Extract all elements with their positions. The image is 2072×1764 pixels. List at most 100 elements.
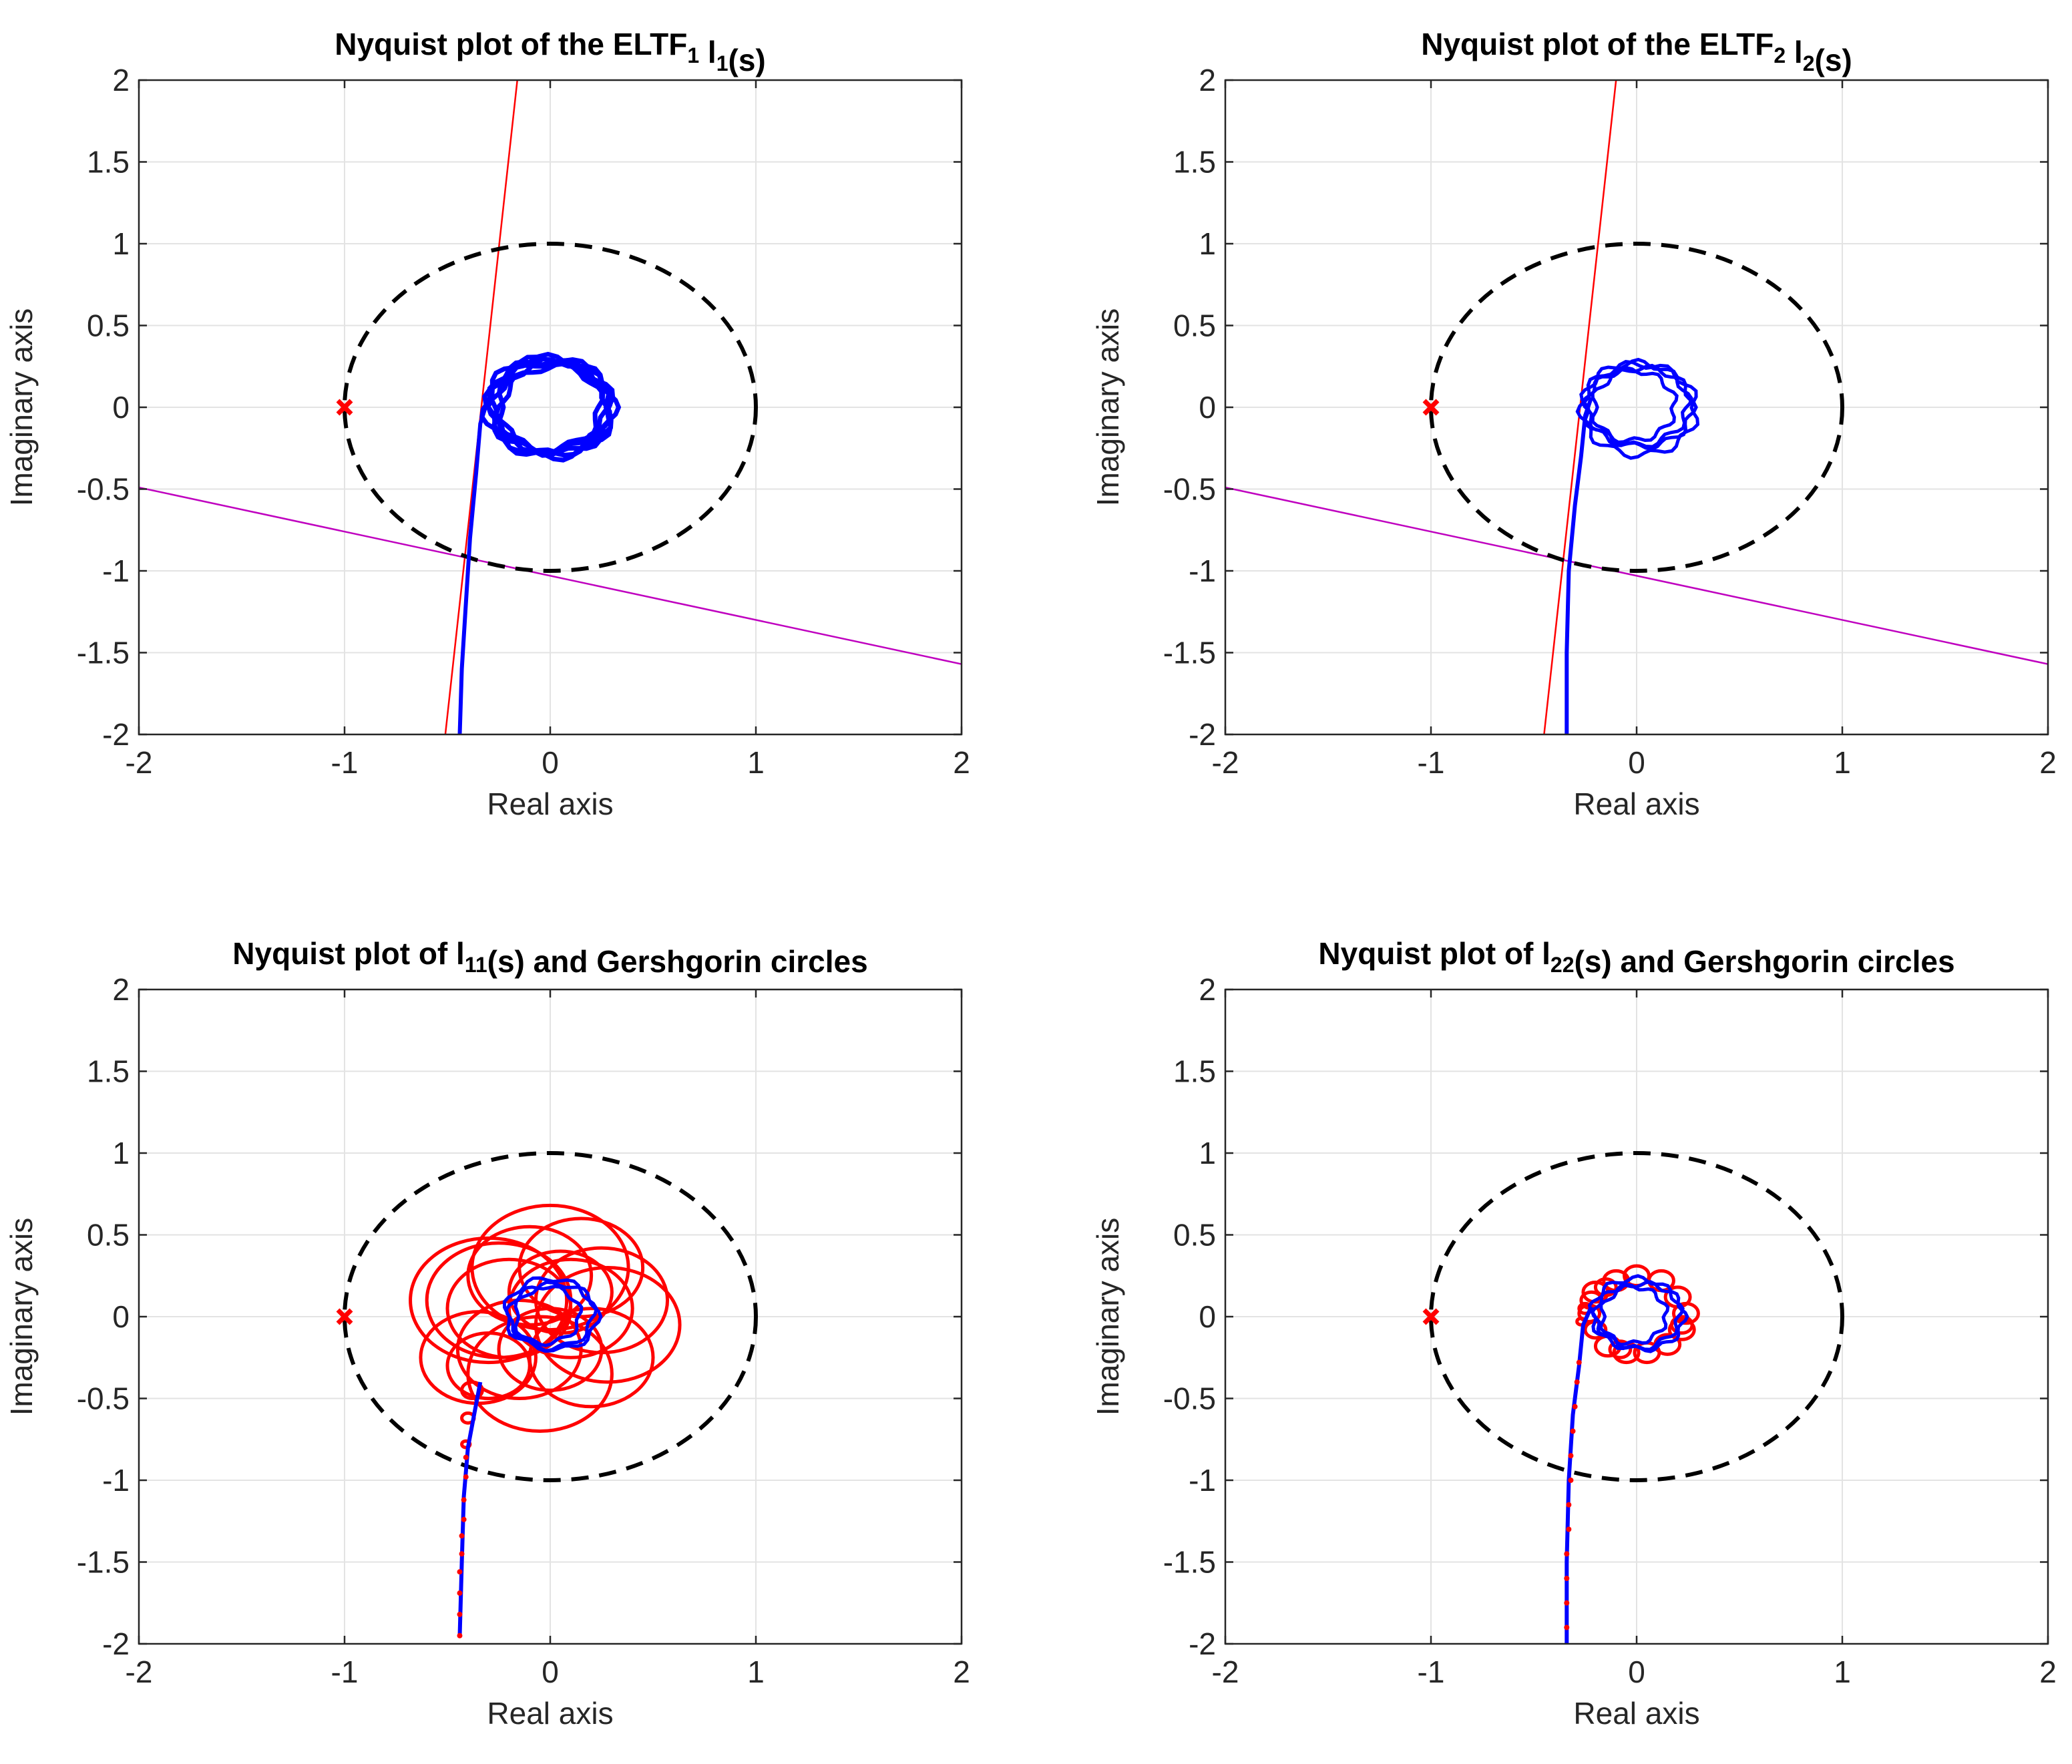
- grid: [1225, 989, 2049, 1644]
- critical-point-marker: [1422, 1308, 1440, 1325]
- x-tick-label: 0: [1628, 1655, 1645, 1689]
- tail-marker: [457, 1611, 463, 1617]
- plot-area: [1225, 80, 2048, 734]
- gershgorin-circle: [507, 1249, 614, 1335]
- x-tick-label: 2: [2039, 745, 2057, 780]
- x-tick-label: 0: [542, 1655, 559, 1689]
- chart-title: Nyquist plot of l11(s) and Gershgorin ci…: [232, 936, 867, 979]
- gershgorin-circles: [409, 1203, 682, 1450]
- gershgorin-circle: [409, 1236, 569, 1365]
- y-tick-label: 1: [1199, 226, 1216, 261]
- gershgorin-circle: [445, 1331, 532, 1400]
- x-axis-label: Real axis: [487, 1696, 613, 1731]
- nyquist-tail: [457, 397, 491, 734]
- nyquist-loop: [1575, 357, 1700, 460]
- y-tick-label: 2: [112, 972, 130, 1007]
- tail-marker: [457, 1569, 463, 1575]
- nyquist-loop-trace: [1591, 363, 1698, 451]
- tail-marker: [1568, 1453, 1574, 1459]
- y-tick-label: 1: [112, 1136, 130, 1170]
- y-tick-label: 1.5: [87, 145, 130, 180]
- unit-circle: [1429, 1151, 1844, 1482]
- x-tick-label: -2: [126, 1655, 153, 1689]
- tail-marker: [461, 1497, 467, 1503]
- sector-line-magenta: [139, 486, 962, 665]
- gershgorin-circle: [1669, 1315, 1694, 1335]
- chart-panel-3: -2 -1 0 1 2 2 1.5 1 0.5 0 -0.5 -1 -1.5 -2 Real axis Ima…: [4, 936, 970, 1731]
- gershgorin-circle: [534, 1266, 682, 1384]
- tail-marker: [457, 1590, 463, 1596]
- unit-circle: [343, 1151, 758, 1482]
- unit-circle: [343, 242, 758, 573]
- x-tick-label: 1: [1834, 1655, 1851, 1689]
- tail-markers: [1564, 1359, 1582, 1630]
- x-tick-label: 0: [1628, 745, 1645, 780]
- y-tick-label: 1.5: [1173, 1054, 1216, 1089]
- y-axis-label: Imaginary axis: [4, 308, 39, 507]
- sector-line-red: [444, 80, 518, 734]
- nyquist-loop-trace: [1581, 366, 1679, 444]
- x-tick-label: -2: [126, 745, 153, 780]
- y-tick-label: 1: [1199, 1136, 1216, 1170]
- tail-marker: [463, 1474, 469, 1480]
- y-tick-label: 2: [1199, 972, 1216, 1007]
- y-tick-label: 0.5: [1173, 1218, 1216, 1253]
- tail-marker: [1564, 1551, 1570, 1557]
- tail-marker: [459, 1533, 465, 1539]
- nyquist-loop-trace: [1590, 1283, 1670, 1347]
- critical-point-marker: [336, 1308, 353, 1325]
- nyquist-loop: [1587, 1274, 1689, 1353]
- x-axis-label: Real axis: [487, 787, 613, 821]
- y-tick-label: 0: [112, 1299, 130, 1334]
- tail-marker: [463, 1454, 469, 1460]
- plot-area: [139, 80, 962, 734]
- nyquist-tail: [457, 1381, 483, 1636]
- unit-circle: [1429, 242, 1844, 573]
- tail-markers: [457, 1454, 469, 1638]
- y-tick-label: -2: [102, 717, 130, 752]
- y-tick-label: 0.5: [1173, 308, 1216, 343]
- nyquist-tail: [1565, 1306, 1593, 1644]
- y-tick-label: 2: [112, 63, 130, 97]
- tail-marker: [1564, 1576, 1570, 1581]
- y-axis-label: Imaginary axis: [1090, 1218, 1125, 1416]
- grid: [1225, 79, 2049, 735]
- y-axis-label: Imaginary axis: [4, 1218, 39, 1416]
- nyquist-loop-trace: [504, 1285, 584, 1347]
- nyquist-loop-trace: [1599, 1280, 1689, 1353]
- gershgorin-circle: [1667, 1318, 1696, 1341]
- y-tick-label: -0.5: [77, 472, 130, 507]
- y-tick-label: 1.5: [1173, 145, 1216, 180]
- x-tick-label: -1: [1418, 745, 1445, 780]
- x-axis-label: Real axis: [1573, 787, 1699, 821]
- nyquist-loop-trace: [493, 361, 614, 458]
- tail-marker: [459, 1551, 465, 1557]
- tail-marker: [1576, 1359, 1582, 1365]
- tail-marker: [1564, 1600, 1570, 1606]
- tail-marker: [457, 1632, 463, 1638]
- y-tick-label: 0.5: [87, 308, 130, 343]
- y-tick-label: -2: [1189, 1626, 1216, 1661]
- y-tick-label: -2: [1189, 717, 1216, 752]
- y-tick-label: -1: [102, 554, 130, 588]
- tail-marker: [1570, 1428, 1576, 1434]
- x-tick-label: 2: [953, 1655, 970, 1689]
- gershgorin-circle: [1608, 1339, 1633, 1359]
- chart-title: Nyquist plot of l22(s) and Gershgorin ci…: [1318, 936, 1954, 979]
- y-tick-label: -1: [1189, 554, 1216, 588]
- x-tick-label: -1: [331, 1655, 359, 1689]
- chart-title: Nyquist plot of the ELTF2 l2(s): [1421, 27, 1852, 77]
- x-tick-label: -1: [331, 745, 359, 780]
- y-axis-label: Imaginary axis: [1090, 308, 1125, 507]
- y-tick-label: -0.5: [1163, 472, 1216, 507]
- chart-panel-4: -2 -1 0 1 2 2 1.5 1 0.5 0 -0.5 -1 -1.5 -2 Real axis Ima…: [1090, 936, 2057, 1731]
- y-tick-label: -1.5: [1163, 1545, 1216, 1580]
- x-tick-label: 1: [1834, 745, 1851, 780]
- x-tick-label: 1: [747, 745, 765, 780]
- y-tick-label: -0.5: [1163, 1381, 1216, 1416]
- y-tick-label: 0: [1199, 1299, 1216, 1334]
- tail-marker: [1566, 1502, 1572, 1508]
- gershgorin-circle: [445, 1257, 573, 1359]
- chart-panel-2: -2 -1 0 1 2 2 1.5 1 0.5 0 -0.5 -1 -1.5 -2 Real axis Ima…: [1090, 27, 2057, 821]
